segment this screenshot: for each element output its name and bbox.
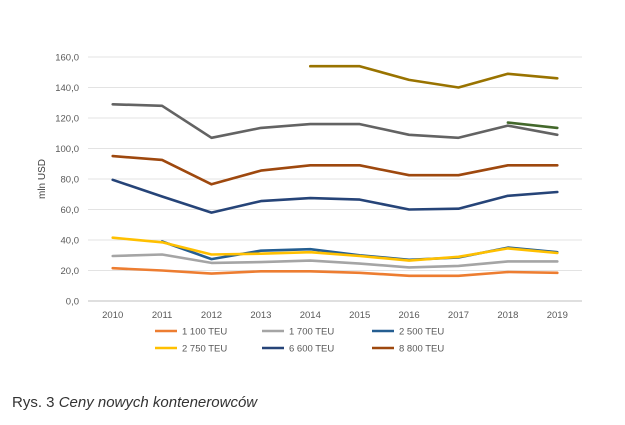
x-tick-label: 2016 bbox=[399, 310, 420, 321]
y-tick-label: 20,0 bbox=[61, 266, 80, 277]
y-tick-label: 120,0 bbox=[55, 114, 79, 125]
line-chart: 0,020,040,060,080,0100,0120,0140,0160,0 … bbox=[37, 53, 582, 355]
series-line-3 bbox=[111, 236, 559, 262]
x-tick-label: 2014 bbox=[300, 310, 321, 321]
x-tick-label: 2011 bbox=[152, 310, 172, 321]
x-axis-ticks: 2010 2011 2012 2013 2014 2015 2016 2017 2018 2019 bbox=[102, 310, 568, 321]
caption-title: Ceny nowych kontenerowców bbox=[58, 394, 258, 411]
series-line-6 bbox=[111, 103, 559, 140]
x-tick-label: 2019 bbox=[547, 310, 568, 321]
y-tick-label: 140,0 bbox=[55, 83, 79, 94]
y-tick-label: 0,0 bbox=[66, 297, 79, 308]
x-tick-label: 2017 bbox=[448, 310, 469, 321]
legend: 1 100 TEU 1 700 TEU 2 500 TEU 2 750 TEU 6 60… bbox=[155, 327, 444, 355]
series-line-5 bbox=[111, 154, 559, 186]
figure-caption: Rys. 3 Ceny nowych kontenerowców bbox=[12, 394, 257, 411]
series-line-4 bbox=[111, 178, 559, 214]
y-axis-label: mln USD bbox=[37, 159, 48, 199]
x-tick-label: 2015 bbox=[349, 310, 370, 321]
legend-label: 6 600 TEU bbox=[289, 344, 334, 355]
y-tick-label: 40,0 bbox=[61, 236, 80, 247]
legend-label: 1 100 TEU bbox=[182, 327, 227, 338]
legend-label: 1 700 TEU bbox=[289, 327, 334, 338]
x-tick-label: 2018 bbox=[497, 310, 518, 321]
y-tick-label: 80,0 bbox=[61, 175, 80, 186]
series-line-7 bbox=[309, 64, 559, 89]
legend-label: 2 500 TEU bbox=[399, 327, 444, 338]
legend-label: 8 800 TEU bbox=[399, 344, 444, 355]
x-tick-label: 2012 bbox=[201, 310, 222, 321]
series-lines bbox=[111, 64, 559, 278]
x-tick-label: 2010 bbox=[102, 310, 123, 321]
y-tick-label: 160,0 bbox=[55, 53, 79, 64]
series-line-1 bbox=[111, 253, 559, 269]
x-tick-label: 2013 bbox=[250, 310, 271, 321]
y-tick-label: 60,0 bbox=[61, 205, 80, 216]
series-line-8 bbox=[506, 121, 559, 130]
y-tick-label: 100,0 bbox=[55, 144, 79, 155]
caption-prefix: Rys. 3 bbox=[12, 394, 59, 411]
y-axis-ticks: 0,0 20,0 40,0 60,0 80,0 100,0 120,0 140,0 160,0 bbox=[55, 53, 79, 308]
series-line-0 bbox=[111, 266, 559, 278]
grid-lines bbox=[88, 56, 582, 302]
legend-label: 2 750 TEU bbox=[182, 344, 227, 355]
